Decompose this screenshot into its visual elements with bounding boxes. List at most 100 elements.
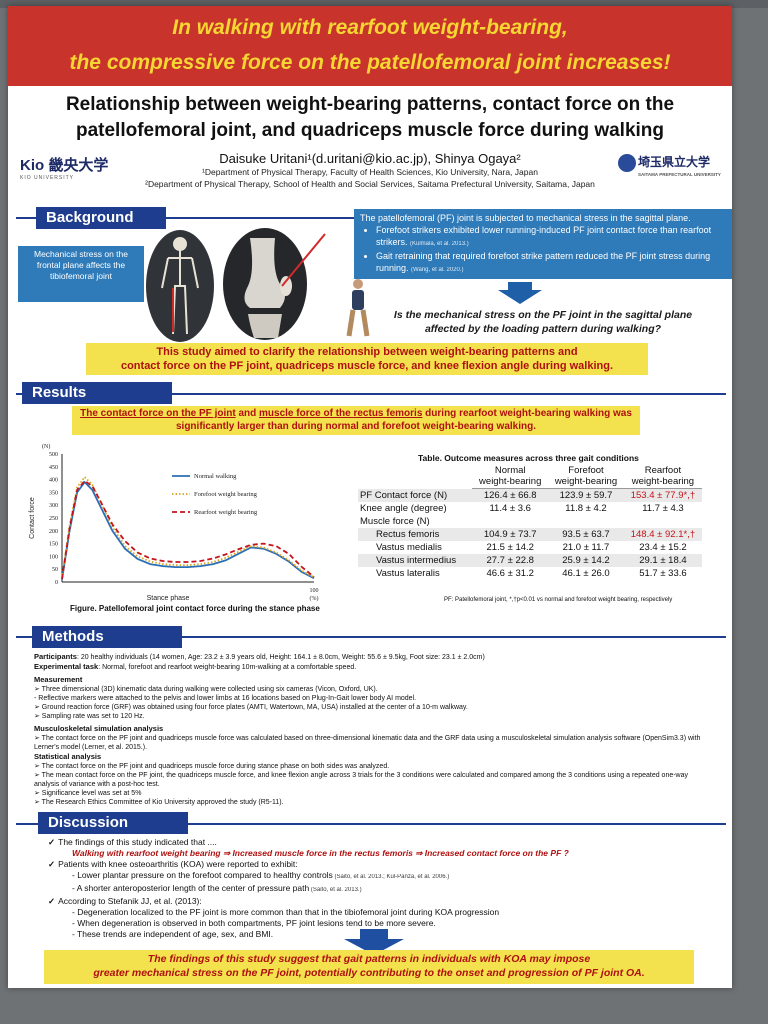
x-unit-label: (%) xyxy=(310,595,319,602)
y-tick-label: 450 xyxy=(49,465,58,471)
table-column-header: Normal weight-bearing xyxy=(472,464,549,489)
table-column-header-line: Forefoot xyxy=(568,465,604,476)
table-cell: 46.1 ± 26.0 xyxy=(562,568,610,579)
table-cell: 148.4 ± 92.1*,† xyxy=(623,528,702,541)
conclusion-line-1: The findings of this study suggest that … xyxy=(147,953,591,965)
background-heading: Background xyxy=(36,207,166,229)
table-column-header: Forefoot weight-bearing xyxy=(548,464,624,489)
pf-contact-force-chart: 050100150200250300350400450500(N)100(%)S… xyxy=(29,443,319,602)
pf-findings-list: Forefoot strikers exhibited lower runnin… xyxy=(360,224,730,276)
stats-item: ➢ The Research Ethics Committee of Kio U… xyxy=(34,799,284,806)
table-row: PF Contact force (N) 126.4 ± 66.8 123.9 ± … xyxy=(358,488,702,502)
stefanik-item-3: - These trends are independent of age, s… xyxy=(72,929,274,939)
table-cell: 126.4 ± 66.8 xyxy=(472,488,549,502)
table-row: Vastus lateralis 46.6 ± 31.2 46.1 ± 26.0 51… xyxy=(358,567,702,580)
saitama-university-logo: 埼玉県立大学 SAITAMA PREFECTURAL UNIVERSITY xyxy=(618,153,721,177)
check-icon: ✓ xyxy=(48,859,56,869)
koa-item-2-cite: (Saito, et al. 2013.) xyxy=(309,887,362,893)
task-line: Experimental task: Normal, forefoot and … xyxy=(34,662,714,672)
pf-joint-box: The patellofemoral (PF) joint is subject… xyxy=(354,209,732,279)
participants-line: Participants: 20 healthy individuals (14… xyxy=(34,652,714,662)
affiliation-1: ¹Department of Physical Therapy, Faculty… xyxy=(202,167,538,177)
discussion-body: ✓ The findings of this study indicated th… xyxy=(48,837,718,940)
table-column-header-line: Rearfoot xyxy=(644,465,682,476)
table-cell: 29.1 ± 18.4 xyxy=(623,554,702,567)
series-line-normal-walking xyxy=(61,480,315,580)
measurement-item: ➢ Three dimensional (3D) kinematic data … xyxy=(34,686,378,693)
legend-label: Normal walking xyxy=(194,473,237,480)
highlight-line-2: significantly larger than during normal … xyxy=(175,421,537,432)
check-icon: ✓ xyxy=(48,837,56,847)
table-cell: 93.5 ± 63.7 xyxy=(548,528,624,541)
table-row-label: Knee angle (degree) xyxy=(360,503,447,514)
measurement-item: ➢ Sampling rate was set to 120 Hz. xyxy=(34,713,145,720)
kio-logo-text: Kio 畿央大学 xyxy=(20,157,109,174)
table-cell: 11.4 ± 3.6 xyxy=(489,503,531,514)
y-tick-label: 0 xyxy=(55,580,58,586)
pf-stress-arrow xyxy=(281,233,326,287)
table-cell: 123.9 ± 59.7 xyxy=(548,488,624,502)
table-cell: 51.7 ± 33.6 xyxy=(639,568,687,579)
table-cell xyxy=(472,515,548,528)
table-cell xyxy=(548,515,624,528)
table-title: Table. Outcome measures across three gai… xyxy=(418,453,639,463)
table-cell: 21.5 ± 14.2 xyxy=(486,542,534,553)
y-axis-title: Contact force xyxy=(29,497,36,539)
highlight-end: during rearfoot weight-bearing walking w… xyxy=(422,408,632,419)
question-line-1: Is the mechanical stress on the PF joint… xyxy=(393,309,693,321)
check-icon: ✓ xyxy=(48,896,56,906)
x-tick-label: 100 xyxy=(310,588,319,594)
task-label: Experimental task xyxy=(34,662,99,671)
results-rule xyxy=(16,393,726,395)
measurement-item: - Reflective markers were attached to th… xyxy=(34,695,417,702)
figure-caption: Figure. Patellofemoral joint contact for… xyxy=(70,604,320,613)
pf-finding-2: Gait retraining that required forefoot s… xyxy=(376,250,730,276)
knee-joint-icon xyxy=(244,238,292,338)
research-question: Is the mechanical stress on the PF joint… xyxy=(368,308,718,336)
results-heading: Results xyxy=(22,382,172,404)
methods-body: Participants: 20 healthy individuals (14… xyxy=(34,652,714,807)
legend-label: Forefoot weight bearing xyxy=(194,491,258,498)
table-cell: 25.9 ± 14.2 xyxy=(548,554,624,567)
table-cell xyxy=(624,515,702,528)
affiliation-2: ²Department of Physical Therapy, School … xyxy=(145,179,595,189)
table-column-header: Rearfoot weight-bearing xyxy=(623,464,702,489)
y-tick-label: 50 xyxy=(52,567,58,573)
conclusion-arrow-icon xyxy=(344,929,404,955)
series-line-rearfoot-weight-bearing xyxy=(61,479,315,580)
kio-university-logo: Kio 畿央大学 KIO UNIVERSITY xyxy=(20,154,108,181)
aim-line-2: contact force on the PF joint, quadricep… xyxy=(120,360,614,372)
discussion-hypothesis: Walking with rearfoot weight bearing ⇒ I… xyxy=(72,848,569,858)
discussion-p3: According to Stefanik JJ, et al. (2013): xyxy=(58,896,202,906)
participants-text: : 20 healthy individuals (14 women, Age:… xyxy=(76,654,485,661)
table-row-label: Vastus medialis xyxy=(376,542,442,553)
methods-heading: Methods xyxy=(32,626,182,648)
y-tick-label: 500 xyxy=(49,452,58,458)
saitama-logo-subtext: SAITAMA PREFECTURAL UNIVERSITY xyxy=(638,171,721,177)
pf-finding-2-cite: (Wang, et al. 2020.) xyxy=(411,267,464,273)
table-row-label: PF Contact force (N) xyxy=(358,488,473,502)
table-cell: 104.9 ± 73.7 xyxy=(472,528,549,541)
outcome-table: Normal weight-bearing Forefoot weight-beari… xyxy=(358,464,702,580)
pf-intro: The patellofemoral (PF) joint is subject… xyxy=(360,213,691,223)
y-tick-label: 250 xyxy=(49,516,58,522)
saitama-logo-text: 埼玉県立大学 xyxy=(638,155,711,169)
table-row-label: Vastus lateralis xyxy=(376,568,440,579)
table-column-header-line: Normal xyxy=(494,465,526,476)
table-row: Rectus femoris 104.9 ± 73.7 93.5 ± 63.7 148… xyxy=(358,528,702,541)
walking-person-icon xyxy=(346,279,370,337)
y-tick-label: 100 xyxy=(49,554,58,560)
table-column-header-line: weight-bearing xyxy=(631,476,695,487)
highlight-rectus-femoris: muscle force of the rectus femoris xyxy=(259,408,423,419)
table-cell: 27.7 ± 22.8 xyxy=(472,554,549,567)
table-cell: 11.7 ± 4.3 xyxy=(642,503,684,514)
table-header-row: Normal weight-bearing Forefoot weight-beari… xyxy=(358,464,702,489)
results-highlight: The contact force on the PF joint and mu… xyxy=(72,406,640,435)
stefanik-item-2: - When degeneration is observed in both … xyxy=(72,918,436,928)
poster-title: Relationship between weight-bearing patt… xyxy=(8,92,732,144)
y-tick-label: 400 xyxy=(49,478,58,484)
table-column-header-line: weight-bearing xyxy=(479,476,542,487)
y-tick-label: 350 xyxy=(49,490,58,496)
methods-rule xyxy=(16,636,726,638)
highlight-pf-force: The contact force on the PF joint xyxy=(80,408,236,419)
